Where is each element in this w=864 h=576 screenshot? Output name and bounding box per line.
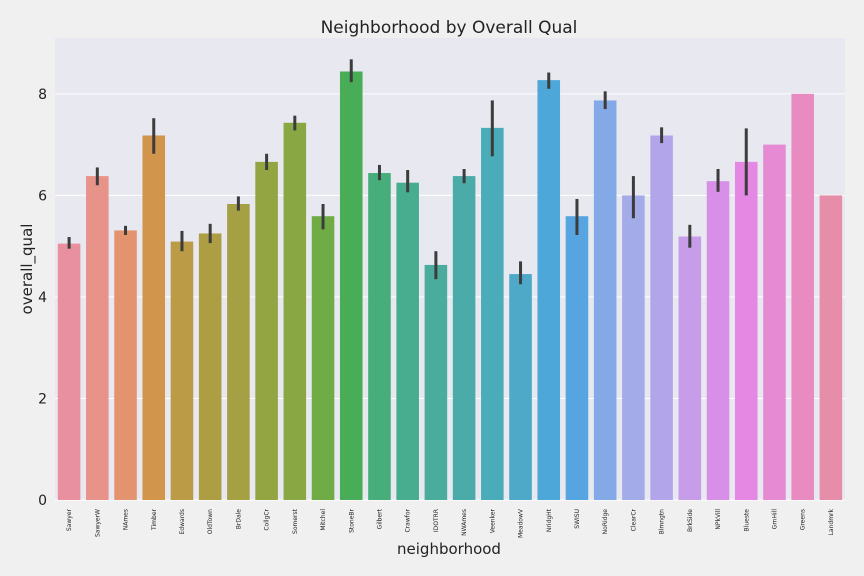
- y-tick-label: 2: [38, 391, 47, 407]
- bar: [593, 100, 617, 500]
- y-tick-label: 0: [38, 493, 47, 509]
- bar: [565, 216, 589, 500]
- bar: [706, 181, 730, 500]
- x-tick-label: Sawyer: [66, 508, 73, 531]
- bar: [198, 233, 222, 500]
- x-tick-label: Gilbert: [376, 508, 383, 529]
- x-tick-label: NAmes: [123, 509, 130, 530]
- x-tick-label: ClearCr: [630, 508, 637, 531]
- bar: [791, 93, 814, 500]
- x-tick-label: Landmrk: [828, 508, 835, 535]
- x-tick-label: NoRidge: [602, 509, 609, 535]
- x-tick-label: IDOTRR: [433, 509, 440, 532]
- bar-series: [57, 71, 843, 501]
- x-tick-labels: Sawyer SawyerW NAmes Timber Edwards OldTown Br…: [66, 508, 835, 538]
- bar: [368, 173, 391, 501]
- bar: [57, 243, 81, 500]
- y-tick-label: 4: [38, 290, 47, 306]
- x-tick-label: Somerst: [292, 508, 299, 534]
- bar: [396, 182, 419, 500]
- x-tick-label: MeadowV: [518, 508, 525, 538]
- bar: [678, 236, 702, 500]
- bar: [537, 80, 561, 500]
- x-tick-label: Timber: [151, 508, 158, 530]
- bar: [452, 176, 476, 501]
- x-tick-label: Crawfor: [405, 508, 412, 532]
- x-tick-label: Mitchel: [320, 509, 327, 531]
- x-tick-label: Greens: [800, 509, 807, 530]
- x-tick-label: NWAmes: [461, 509, 468, 536]
- bar: [622, 195, 645, 500]
- x-axis-label: neighborhood: [397, 540, 501, 558]
- error-bars: [67, 59, 748, 285]
- bar: [170, 241, 194, 501]
- x-tick-label: SWISU: [574, 509, 581, 529]
- x-tick-label: Blueste: [743, 509, 750, 532]
- bar: [650, 135, 673, 500]
- bar: [283, 122, 307, 501]
- x-tick-label: BrkSide: [687, 509, 694, 532]
- bar: [255, 161, 278, 500]
- x-tick-label: StoneBr: [348, 508, 355, 532]
- chart-title: Neighborhood by Overall Qual: [321, 18, 578, 38]
- y-tick-label: 8: [38, 87, 47, 103]
- bar: [142, 135, 166, 500]
- x-tick-label: OldTown: [207, 509, 214, 534]
- bar: [481, 127, 504, 500]
- y-axis-label: overall_qual: [18, 224, 37, 315]
- x-tick-label: SawyerW: [94, 509, 101, 537]
- bar: [311, 216, 335, 500]
- x-tick-label: CollgCr: [264, 508, 271, 530]
- bar: [819, 195, 843, 500]
- x-tick-label: NridgHt: [546, 508, 553, 532]
- x-tick-label: GrnHill: [771, 509, 778, 530]
- bar: [424, 264, 448, 500]
- x-tick-label: NPkVill: [715, 509, 722, 530]
- x-tick-label: BrDale: [235, 509, 242, 530]
- bar: [734, 161, 758, 500]
- x-tick-label: Edwards: [179, 509, 186, 534]
- bar: [114, 230, 137, 500]
- bar: [763, 144, 786, 500]
- y-tick-label: 6: [38, 188, 47, 204]
- bar: [227, 204, 250, 500]
- x-tick-label: Blmngtn: [659, 509, 666, 535]
- bar: [509, 274, 532, 500]
- x-tick-label: Veenker: [489, 508, 496, 533]
- bar: [339, 71, 363, 500]
- y-tick-labels: 0 2 4 6 8: [38, 87, 47, 509]
- bar: [86, 176, 109, 501]
